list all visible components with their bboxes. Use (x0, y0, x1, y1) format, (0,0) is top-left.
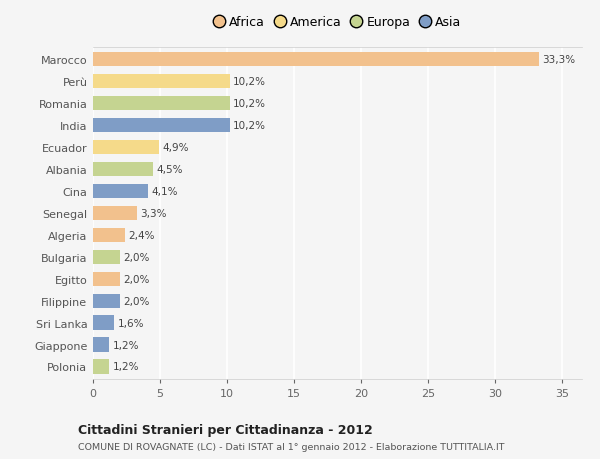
Text: 3,3%: 3,3% (140, 208, 167, 218)
Text: 2,0%: 2,0% (123, 274, 149, 284)
Bar (93, 316, 115, 330)
Text: 1,2%: 1,2% (112, 340, 139, 350)
Text: 10,2%: 10,2% (233, 99, 266, 109)
Bar (93, 207, 137, 220)
Bar (93, 359, 109, 374)
Bar (93, 250, 120, 264)
Legend: Africa, America, Europa, Asia: Africa, America, Europa, Asia (214, 17, 461, 29)
Bar (93, 228, 125, 242)
Text: 1,6%: 1,6% (118, 318, 144, 328)
Text: 4,1%: 4,1% (151, 186, 178, 196)
Bar (93, 53, 539, 67)
Bar (93, 294, 120, 308)
Text: 2,0%: 2,0% (123, 252, 149, 262)
Text: 10,2%: 10,2% (233, 121, 266, 131)
Text: 2,4%: 2,4% (128, 230, 155, 241)
Bar (93, 185, 148, 199)
Text: 4,9%: 4,9% (162, 143, 188, 153)
Bar (93, 97, 230, 111)
Bar (93, 162, 153, 177)
Bar (93, 272, 120, 286)
Text: Cittadini Stranieri per Cittadinanza - 2012: Cittadini Stranieri per Cittadinanza - 2… (78, 423, 373, 436)
Text: COMUNE DI ROVAGNATE (LC) - Dati ISTAT al 1° gennaio 2012 - Elaborazione TUTTITAL: COMUNE DI ROVAGNATE (LC) - Dati ISTAT al… (78, 442, 505, 451)
Text: 33,3%: 33,3% (542, 55, 575, 65)
Bar (93, 119, 230, 133)
Bar (93, 140, 158, 155)
Bar (93, 338, 109, 352)
Text: 2,0%: 2,0% (123, 296, 149, 306)
Text: 4,5%: 4,5% (157, 165, 183, 175)
Text: 10,2%: 10,2% (233, 77, 266, 87)
Text: 1,2%: 1,2% (112, 362, 139, 372)
Bar (93, 75, 230, 89)
